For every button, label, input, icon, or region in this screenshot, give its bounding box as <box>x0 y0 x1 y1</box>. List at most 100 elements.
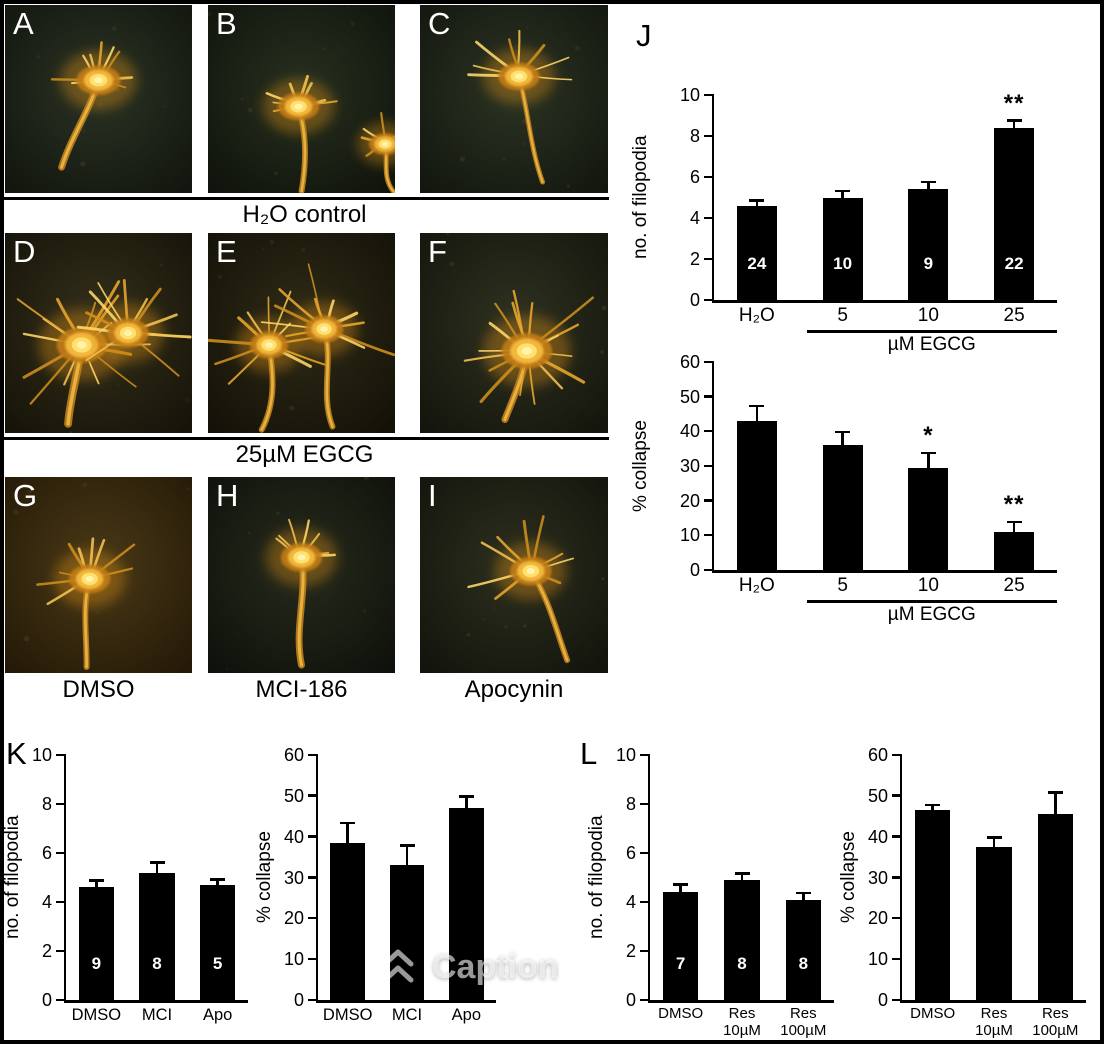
data-bar <box>822 445 863 570</box>
micrograph-panel-h: H <box>208 477 395 673</box>
y-axis-tick <box>704 257 714 260</box>
caption-overlay[interactable]: Caption <box>380 946 592 988</box>
y-axis-tick <box>640 949 650 952</box>
y-axis-tick <box>640 900 650 903</box>
y-axis-tick <box>56 802 66 805</box>
sample-size-label: 5 <box>212 954 223 973</box>
fluorescence-micrograph <box>208 477 395 673</box>
data-bar <box>449 808 484 1000</box>
data-bar <box>736 420 777 570</box>
sample-size-label: 7 <box>675 954 686 973</box>
x-axis-category-label: 5 <box>837 305 848 326</box>
panel-letter: B <box>216 6 237 41</box>
data-bar <box>976 846 1012 1000</box>
y-axis-tick <box>56 949 66 952</box>
error-bar-cap <box>749 404 765 408</box>
y-axis-tick <box>56 998 66 1001</box>
data-bar <box>908 467 949 570</box>
micrograph-panel-a: A <box>5 5 192 193</box>
y-axis-tick-label: 30 <box>679 456 700 476</box>
error-bar <box>346 822 349 843</box>
fluorescence-micrograph <box>420 5 608 193</box>
bar-chart-filopodia-l: 0 2 4 6 8 10 7 DMSO 8 Res 10µM 8 Res 100µM no. of filo… <box>586 745 834 1038</box>
fluorescence-micrograph <box>420 477 608 673</box>
error-bar <box>755 199 759 206</box>
y-axis-tick-label: 20 <box>283 908 304 929</box>
y-axis-tick-label: 60 <box>679 352 700 372</box>
x-axis-category-label: 25 <box>1003 305 1025 326</box>
panel-letter: G <box>13 478 38 513</box>
y-axis-tick <box>640 802 650 805</box>
y-axis-tick-label: 0 <box>689 560 700 580</box>
treatment-label-dmso: DMSO <box>62 676 135 703</box>
error-bar-cap <box>986 836 1002 839</box>
group-label: µM EGCG <box>887 334 976 355</box>
panel-letter: E <box>216 234 237 269</box>
y-axis-tick <box>308 753 318 756</box>
error-bar <box>740 872 744 880</box>
error-bar-cap <box>88 879 104 882</box>
error-bar-cap <box>920 451 936 455</box>
y-axis-tick-label: 10 <box>283 949 304 970</box>
x-axis-category-label: MCI <box>141 1006 173 1024</box>
data-bar <box>724 879 760 1000</box>
y-axis-title: no. of filopodia <box>630 135 651 260</box>
error-bar-cap <box>399 844 415 847</box>
y-axis-title: % collapse <box>838 831 859 924</box>
group-underline <box>806 600 1057 603</box>
y-axis-tick <box>56 753 66 756</box>
sample-size-label: 8 <box>152 954 162 973</box>
error-bar <box>992 836 996 847</box>
x-axis-category-label: Res 100µM <box>1032 1005 1079 1039</box>
y-axis-tick-label: 8 <box>625 794 636 814</box>
panel-letter: A <box>13 6 34 41</box>
y-axis-tick <box>892 794 902 797</box>
y-axis-tick-label: 0 <box>877 990 888 1010</box>
panel-letter-l: L <box>580 736 598 771</box>
y-axis-tick-label: 4 <box>689 208 700 228</box>
panel-letter: D <box>13 234 36 269</box>
error-bar <box>95 879 98 888</box>
sample-size-label: 22 <box>1004 254 1024 273</box>
sample-size-label: 9 <box>923 254 934 273</box>
y-axis-tick <box>704 464 714 467</box>
group-underline <box>806 330 1057 333</box>
y-axis-tick-label: 0 <box>293 990 304 1010</box>
y-axis-tick-label: 4 <box>41 892 52 912</box>
y-axis-tick-label: 50 <box>679 386 700 407</box>
error-bar <box>841 190 844 198</box>
y-axis-tick <box>640 753 650 756</box>
y-axis-tick-label: 8 <box>41 794 52 814</box>
y-axis-tick <box>892 957 902 961</box>
data-bar <box>1037 814 1074 1000</box>
fluorescence-micrograph <box>420 233 608 433</box>
y-axis-tick-label: 10 <box>679 525 700 546</box>
x-axis-category-label: H₂O <box>738 575 775 596</box>
y-axis-tick-label: 8 <box>689 126 700 146</box>
micrograph-panel-d: D <box>5 233 192 433</box>
y-axis-title: % collapse <box>254 831 275 924</box>
significance-marker: * <box>923 422 934 450</box>
error-bar <box>927 181 930 190</box>
y-axis-tick <box>704 533 714 537</box>
caption-cursor <box>586 948 592 986</box>
y-axis-tick <box>308 916 318 920</box>
x-axis-category-label: Res 100µM <box>780 1005 827 1039</box>
row-caption-h2o: H₂O control <box>242 201 367 228</box>
caption-label: Caption <box>432 947 559 986</box>
treatment-label-apocynin: Apocynin <box>464 676 564 703</box>
panel-letter: H <box>216 478 239 513</box>
y-axis-tick <box>704 93 714 96</box>
y-axis-tick <box>892 916 902 920</box>
x-axis-category-label: H₂O <box>738 305 775 326</box>
error-bar-cap <box>749 199 765 202</box>
y-axis-tick <box>704 298 714 301</box>
data-bar <box>78 887 114 1000</box>
y-axis-tick-label: 40 <box>283 826 304 847</box>
y-axis-tick-label: 6 <box>41 843 52 863</box>
x-axis-category-label: 10 <box>917 305 939 326</box>
bar-chart-filopodia-egcg: 0 2 4 6 8 10 24 H₂O 10 5 9 10 22 ** 25 µM EGCG no. of fi… <box>630 85 1057 355</box>
x-axis-category-label: Apo <box>202 1006 233 1024</box>
sample-size-label: 8 <box>737 954 747 973</box>
